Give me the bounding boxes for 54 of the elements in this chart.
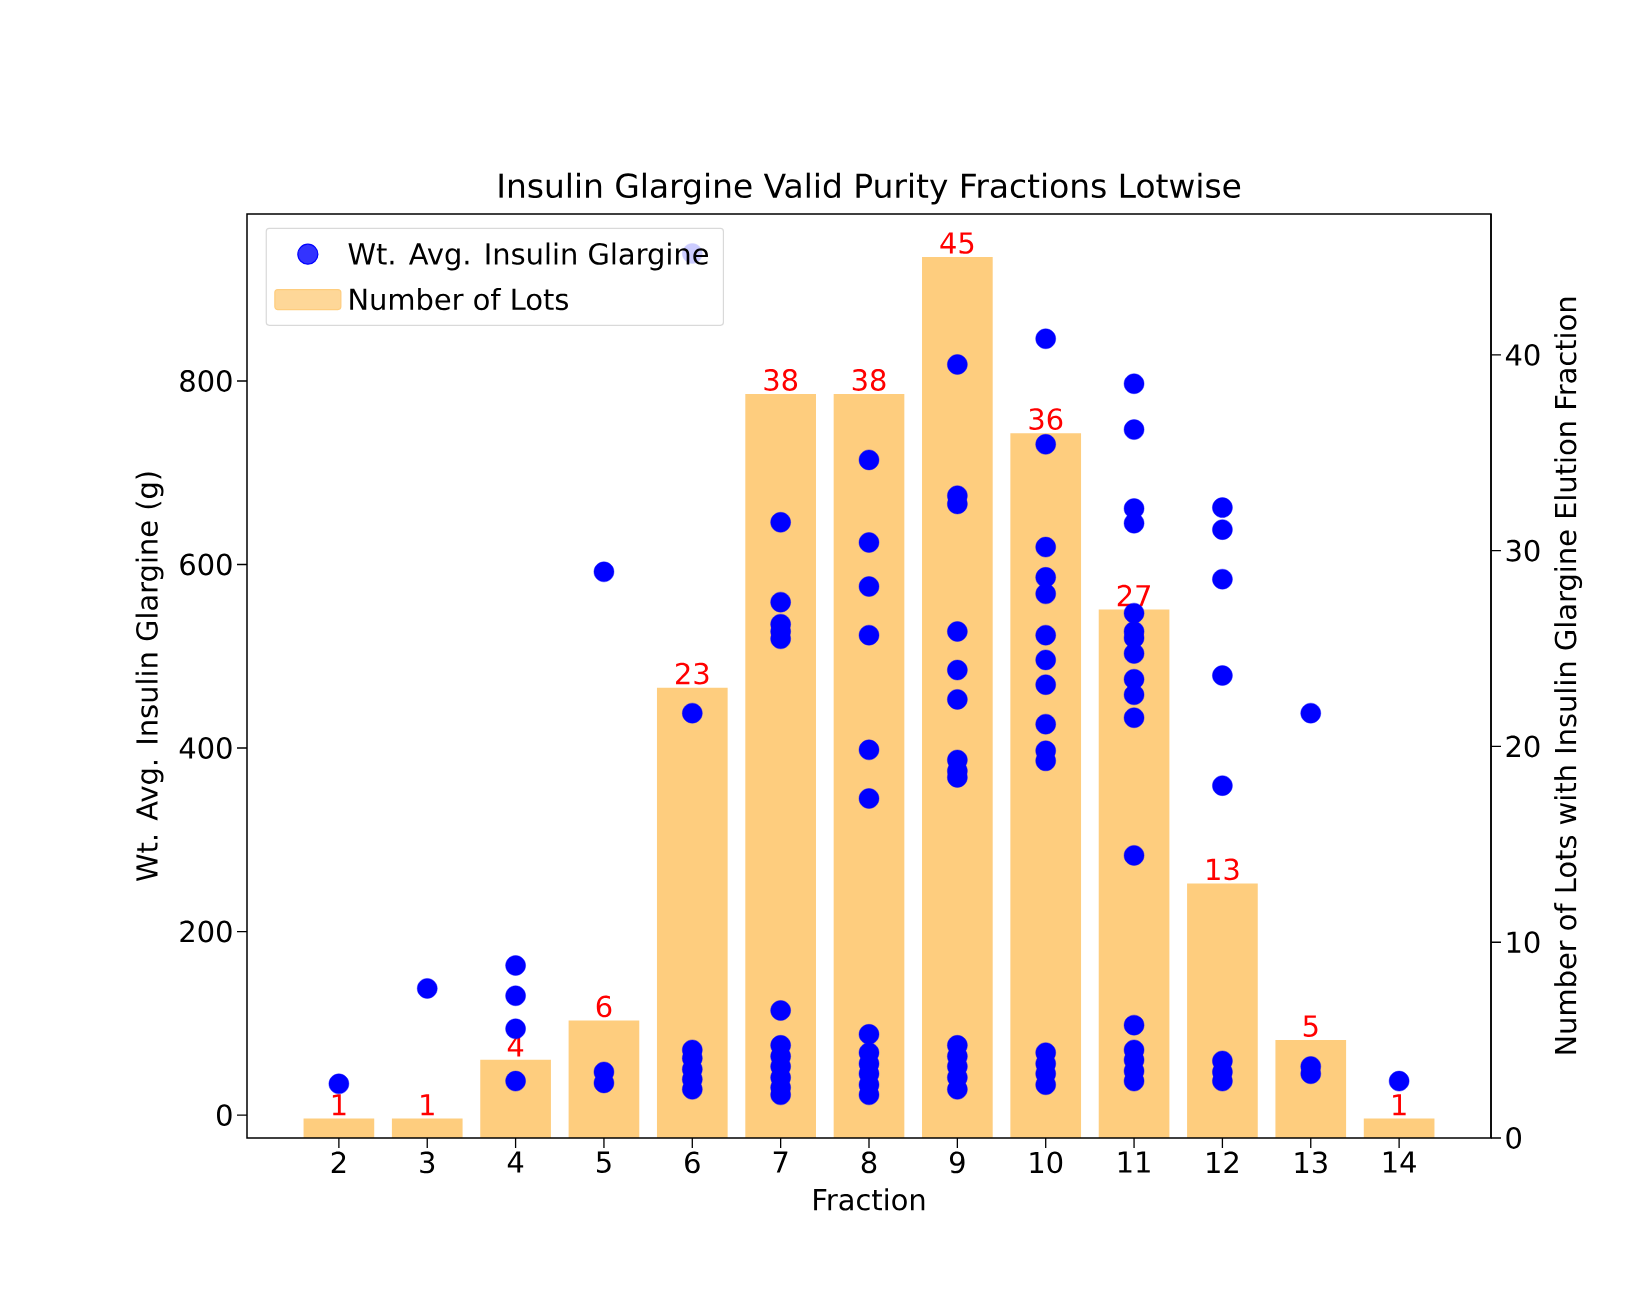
y2-tick-label: 40 [1505,344,1540,366]
x-tick-label: 8 [861,1151,877,1174]
bar [833,394,905,1138]
y-tick-label: 800 [180,370,232,392]
bar [1275,1040,1347,1138]
y-axis-title: Wt. Avg. Insulin Glargine (g) [135,472,164,882]
y2-axis-title: Number of Lots with Insulin Glargine Elution Fraction [1554,297,1583,1054]
x-tick-label: 2 [331,1151,346,1173]
data-label: 1 [332,1094,346,1116]
x-tick-label: 14 [1383,1151,1416,1173]
bar [480,1059,551,1138]
x-tick-label: 3 [420,1151,435,1174]
data-label: 45 [940,232,974,254]
data-label: 27 [1117,584,1150,607]
bar [1098,609,1170,1138]
data-label: 5 [1303,1015,1318,1037]
y2-tick-label: 30 [1506,539,1540,562]
x-tick-label: 4 [507,1151,524,1173]
y-tick-label: 600 [180,553,232,576]
data-label: 36 [1029,408,1063,431]
data-label: 38 [764,369,798,391]
y-tick-label: 400 [179,737,232,759]
x-tick-label: 10 [1030,1151,1063,1174]
data-label: 1 [421,1094,434,1116]
bar [391,1118,463,1138]
chart-title: Insulin Glargine Valid Purity Fractions Lotwise [499,172,1241,205]
data-label: 38 [852,369,886,391]
x-tick-label: 9 [949,1151,965,1174]
data-label: 6 [596,995,612,1018]
legend-label: Number of Lots [350,287,568,311]
data-label: 1 [1393,1094,1406,1116]
y2-tick-label: 10 [1507,931,1540,954]
x-tick-label: 11 [1118,1151,1150,1173]
y2-tick-label: 0 [1506,1127,1521,1149]
bar [1363,1118,1435,1138]
bar [568,1020,640,1138]
x-tick-label: 6 [685,1151,700,1174]
x-tick-label: 7 [773,1151,788,1173]
y-tick-label: 0 [217,1104,232,1126]
bar [745,394,816,1138]
bar [303,1118,375,1138]
x-tick-label: 5 [596,1151,611,1173]
bar [1010,433,1082,1138]
data-label: 13 [1207,858,1239,881]
y2-tick-label: 20 [1506,735,1540,758]
data-label: 23 [676,662,709,685]
x-axis-title: Fraction [814,1188,925,1211]
x-tick-label: 13 [1295,1151,1327,1174]
bar [656,687,728,1138]
bar [922,257,993,1138]
bar [1187,883,1258,1138]
x-tick-label: 12 [1207,1151,1238,1173]
legend-label: Wt. Avg. Insulin Glargine [348,242,708,271]
y-tick-label: 200 [180,920,232,943]
